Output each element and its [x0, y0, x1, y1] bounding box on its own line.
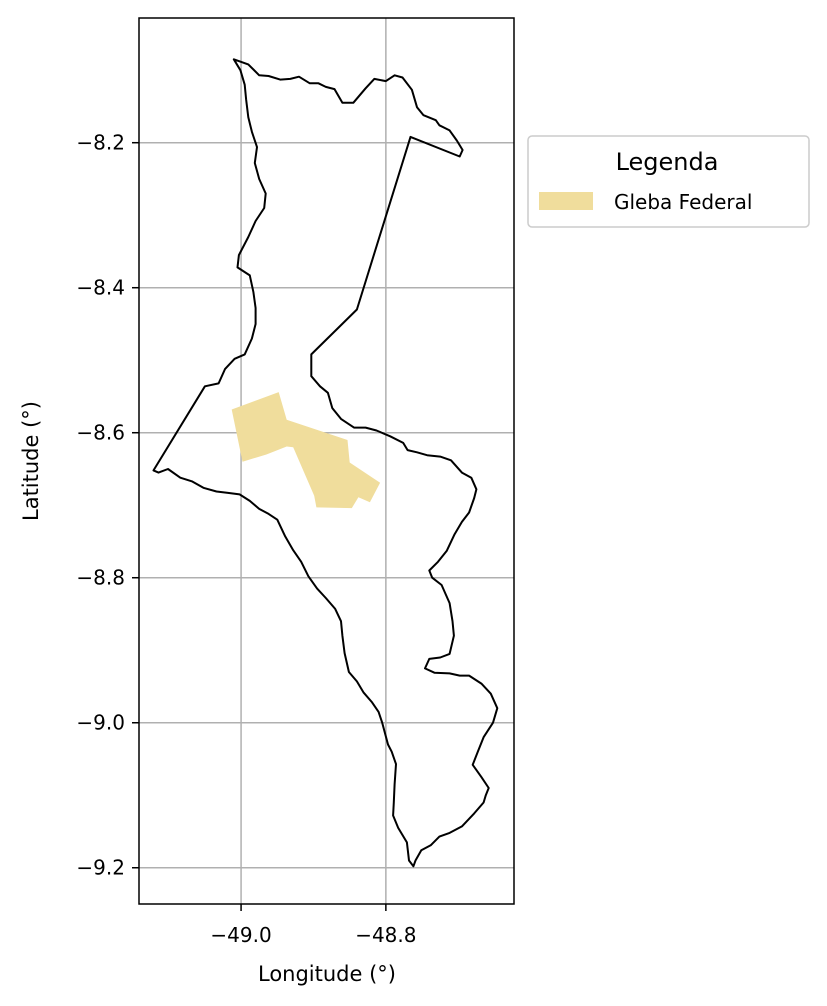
gleba-federal-layer — [231, 392, 381, 509]
legend: Legenda Gleba Federal — [527, 135, 810, 228]
y-tick-label: −9.2 — [76, 856, 125, 880]
municipal-boundary-layer — [152, 58, 499, 868]
legend-label-gleba-federal: Gleba Federal — [614, 190, 752, 214]
gleba-federal-polygon — [231, 392, 381, 509]
municipal-boundary — [152, 58, 499, 868]
legend-frame — [527, 135, 810, 228]
x-tick-label: −48.8 — [355, 923, 416, 947]
y-tick-label: −8.4 — [76, 276, 125, 300]
y-tick-label: −8.2 — [76, 131, 125, 155]
y-tick-label: −8.8 — [76, 566, 125, 590]
y-tick-label: −8.6 — [76, 421, 125, 445]
x-axis-label: Longitude (°) — [258, 962, 396, 986]
y-tick-label: −9.0 — [76, 711, 125, 735]
legend-title: Legenda — [616, 148, 719, 176]
y-axis: −8.2 −8.4 −8.6 −8.8 −9.0 −9.2 — [76, 131, 139, 880]
legend-swatch-gleba-federal — [539, 192, 593, 210]
x-tick-label: −49.0 — [210, 923, 271, 947]
y-axis-label: Latitude (°) — [19, 401, 43, 521]
gridlines — [139, 18, 514, 904]
x-axis: −49.0 −48.8 — [210, 904, 417, 947]
plot-frame — [138, 17, 515, 905]
